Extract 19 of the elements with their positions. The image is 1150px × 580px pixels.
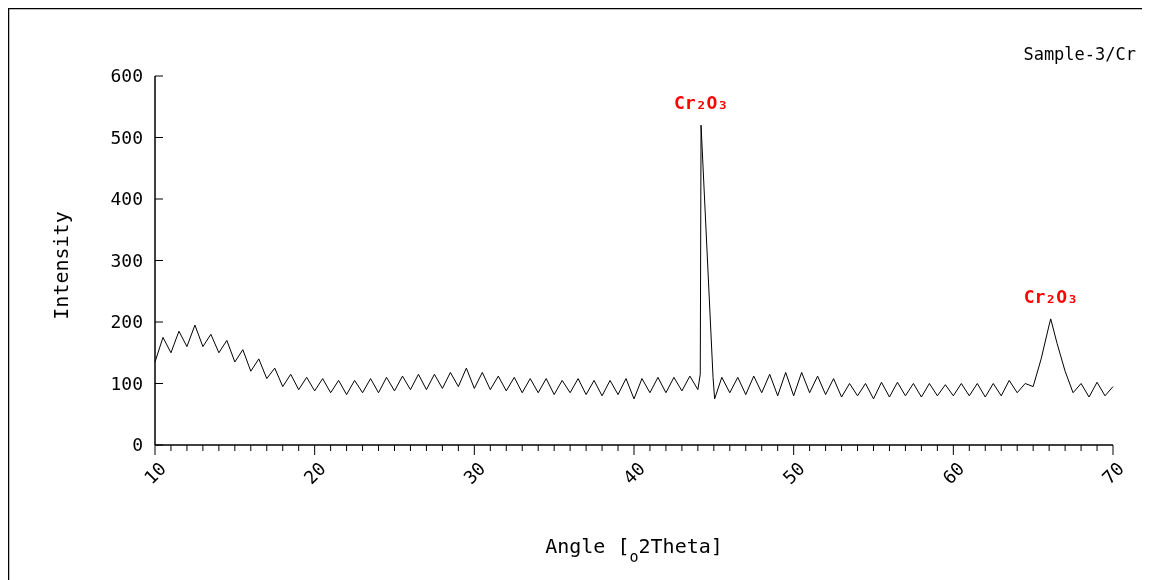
y-tick-label: 300 xyxy=(110,249,143,271)
y-tick-label: 500 xyxy=(110,126,143,148)
x-tick-label: 50 xyxy=(778,457,809,488)
x-axis-title: Angle [$_{o}$2Theta] xyxy=(545,534,723,566)
annotation: Cr₂O₃ xyxy=(1023,285,1078,307)
x-tick-label: 40 xyxy=(618,457,649,488)
x-tick-label: 60 xyxy=(938,457,969,488)
annotation: Cr₂O₃ xyxy=(673,92,729,114)
y-tick-label: 0 xyxy=(132,434,143,456)
y-tick-label: 600 xyxy=(110,65,143,87)
x-tick-label: 70 xyxy=(1097,457,1128,488)
x-tick-label: 20 xyxy=(299,457,330,488)
y-tick-label: 100 xyxy=(110,372,143,394)
y-tick-label: 200 xyxy=(110,311,143,333)
y-tick-label: 400 xyxy=(110,188,143,210)
x-tick-label: 10 xyxy=(139,457,170,488)
x-tick-label: 30 xyxy=(459,457,490,488)
y-axis-title: Intensity xyxy=(49,211,73,320)
chart-title: Sample-3/Cr xyxy=(1023,44,1136,64)
